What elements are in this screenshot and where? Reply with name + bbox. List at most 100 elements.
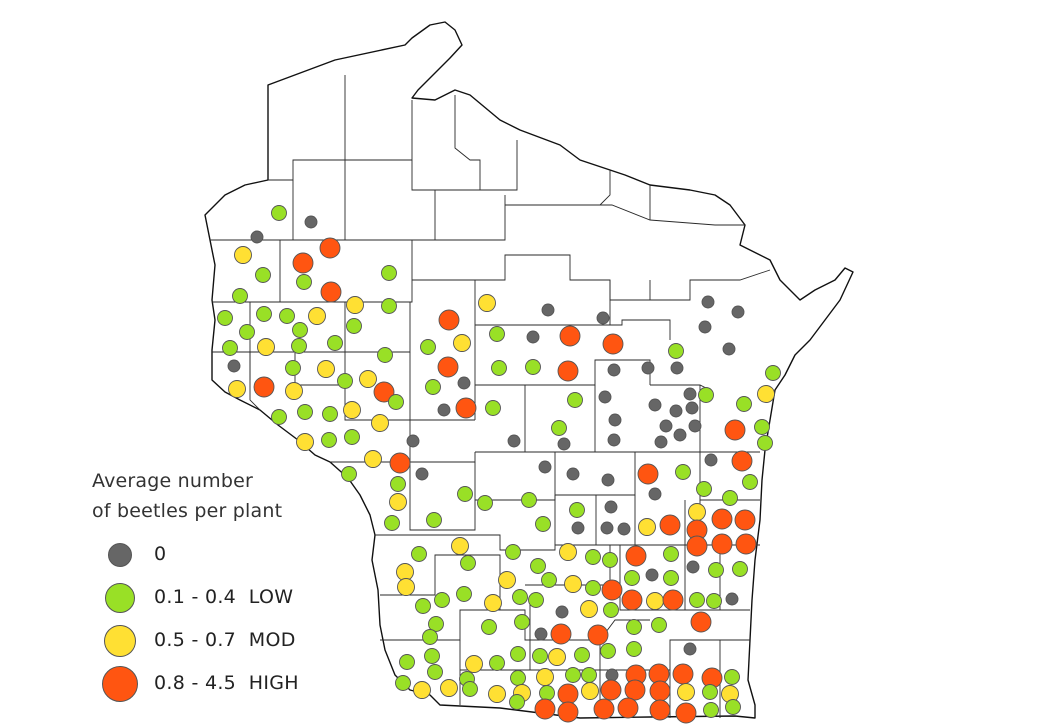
legend-label-zero: 0	[154, 543, 167, 565]
sample-point-low	[585, 580, 601, 596]
sample-point-low	[569, 502, 585, 518]
sample-point-high	[253, 376, 275, 398]
sample-point-mod	[646, 592, 664, 610]
sample-point-zero	[534, 627, 548, 641]
sample-point-low	[565, 667, 581, 683]
sample-point-low	[485, 400, 501, 416]
sample-point-high	[601, 579, 623, 601]
sample-point-low	[217, 310, 233, 326]
sample-point-zero	[596, 311, 610, 325]
legend-item-high: 0.8 - 4.5 HIGH	[92, 665, 299, 708]
sample-point-high	[534, 698, 556, 720]
sample-point-low	[509, 694, 525, 710]
sample-point-high	[550, 623, 572, 645]
sample-point-low	[708, 562, 724, 578]
sample-point-zero	[541, 303, 555, 317]
sample-point-low	[535, 516, 551, 532]
sample-point-mod	[757, 385, 775, 403]
sample-point-low	[239, 324, 255, 340]
sample-point-low	[381, 298, 397, 314]
sample-point-zero	[645, 568, 659, 582]
sample-point-low	[460, 555, 476, 571]
sample-point-high	[557, 683, 579, 705]
sample-point-low	[222, 340, 238, 356]
sample-point-zero	[659, 419, 673, 433]
sample-point-zero	[555, 605, 569, 619]
sample-point-low	[722, 490, 738, 506]
legend-swatch-mod	[104, 625, 136, 657]
sample-point-high	[672, 663, 694, 685]
sample-point-low	[415, 598, 431, 614]
sample-point-zero	[415, 467, 429, 481]
sample-point-high	[662, 589, 684, 611]
sample-point-zero	[607, 363, 621, 377]
sample-point-zero	[457, 376, 471, 390]
sample-point-mod	[396, 563, 414, 581]
sample-point-low	[462, 681, 478, 697]
sample-point-low	[489, 655, 505, 671]
sample-point-mod	[484, 594, 502, 612]
sample-point-high	[731, 450, 753, 472]
sample-point-mod	[478, 294, 496, 312]
sample-point-low	[271, 205, 287, 221]
sample-point-mod	[317, 360, 335, 378]
sample-point-low	[668, 343, 684, 359]
sample-point-low	[514, 614, 530, 630]
sample-point-low	[663, 570, 679, 586]
sample-point-mod	[564, 575, 582, 593]
sample-point-low	[489, 326, 505, 342]
sample-point-zero	[641, 361, 655, 375]
sample-point-low	[698, 387, 714, 403]
sample-point-high	[649, 680, 671, 702]
sample-point-low	[725, 699, 741, 715]
sample-point-low	[232, 288, 248, 304]
sample-point-low	[521, 492, 537, 508]
legend-title-line1: Average number	[92, 470, 254, 492]
sample-point-low	[395, 675, 411, 691]
sample-point-low	[481, 619, 497, 635]
legend-label-high: 0.8 - 4.5 HIGH	[154, 672, 299, 694]
sample-point-zero	[685, 401, 699, 415]
sample-point-high	[617, 697, 639, 719]
sample-point-low	[663, 546, 679, 562]
sample-point-low	[456, 586, 472, 602]
sample-point-low	[567, 392, 583, 408]
sample-point-zero	[600, 521, 614, 535]
sample-point-zero	[701, 295, 715, 309]
sample-point-mod	[359, 370, 377, 388]
sample-point-mod	[465, 655, 483, 673]
sample-point-low	[424, 648, 440, 664]
sample-point-zero	[654, 435, 668, 449]
sample-point-high	[587, 624, 609, 646]
sample-point-low	[377, 347, 393, 363]
sample-point-mod	[688, 503, 706, 521]
sample-point-high	[686, 535, 708, 557]
sample-point-low	[539, 685, 555, 701]
sample-point-mod	[536, 668, 554, 686]
sample-point-low	[384, 515, 400, 531]
sample-point-mod	[397, 578, 415, 596]
sample-point-high	[292, 252, 314, 274]
sample-point-low	[321, 432, 337, 448]
sample-point-low	[742, 474, 758, 490]
sample-point-low	[427, 664, 443, 680]
sample-point-low	[271, 409, 287, 425]
sample-point-zero	[648, 398, 662, 412]
sample-point-zero	[598, 390, 612, 404]
sample-point-low	[732, 561, 748, 577]
sample-point-high	[711, 508, 733, 530]
sample-point-low	[532, 648, 548, 664]
sample-point-low	[296, 274, 312, 290]
sample-point-low	[754, 419, 770, 435]
sample-point-low	[434, 592, 450, 608]
sample-point-zero	[608, 413, 622, 427]
sample-point-high	[621, 589, 643, 611]
sample-point-mod	[413, 681, 431, 699]
sample-point-mod	[488, 685, 506, 703]
sample-point-low	[510, 646, 526, 662]
sample-point-zero	[683, 642, 697, 656]
sample-point-low	[292, 322, 308, 338]
sample-point-zero	[538, 460, 552, 474]
sample-point-high	[734, 509, 756, 531]
sample-point-high	[557, 701, 579, 723]
